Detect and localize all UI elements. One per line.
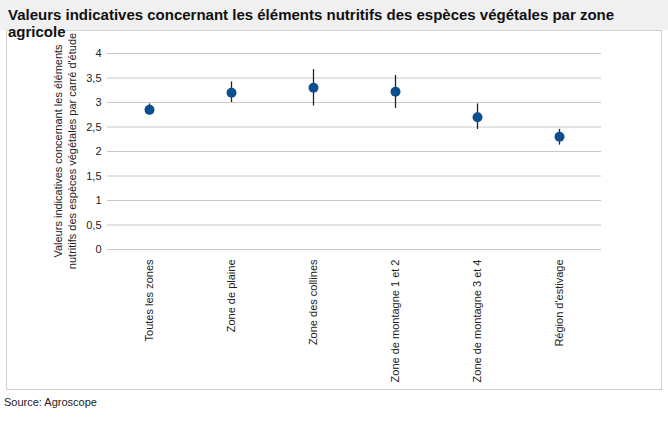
html-text:Source: Agroscope: Source: Agroscope <box>4 396 97 408</box>
svg-text:0,5: 0,5 <box>86 219 101 231</box>
svg-text:Zone des collines: Zone des collines <box>307 259 319 345</box>
svg-text:2: 2 <box>95 145 101 157</box>
svg-text:Zone de montagne 1 et 2: Zone de montagne 1 et 2 <box>389 260 401 383</box>
svg-text:4: 4 <box>95 47 101 59</box>
svg-text:2,5: 2,5 <box>86 121 101 133</box>
svg-text:0: 0 <box>95 243 101 255</box>
svg-text:1: 1 <box>95 194 101 206</box>
svg-text:1,5: 1,5 <box>86 170 101 182</box>
svg-text:Valeurs indicatives concernant: Valeurs indicatives concernant les éléme… <box>52 33 77 269</box>
svg-text:Région d'estivage: Région d'estivage <box>553 260 565 347</box>
html-text:Valeurs indicatives concernant: Valeurs indicatives concernant les éléme… <box>8 6 615 40</box>
svg-text:3,5: 3,5 <box>86 72 101 84</box>
svg-text:Zone de plaine: Zone de plaine <box>225 260 237 333</box>
svg-text:3: 3 <box>95 96 101 108</box>
svg-text:Toutes les zones: Toutes les zones <box>143 259 155 341</box>
svg-text:Zone de montagne 3 et 4: Zone de montagne 3 et 4 <box>471 260 483 383</box>
